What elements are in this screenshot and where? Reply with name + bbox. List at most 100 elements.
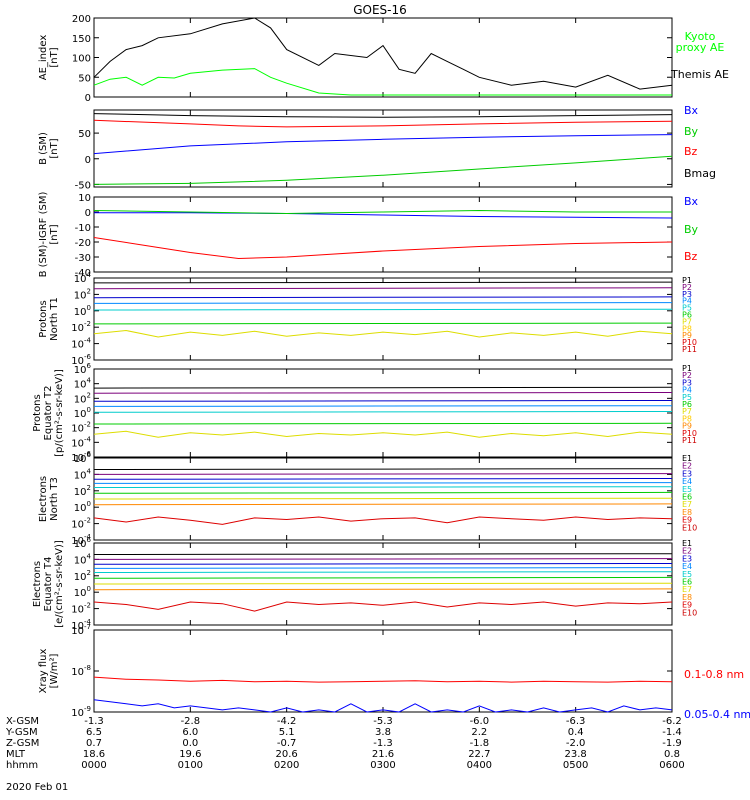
y-tick-label: 102 — [74, 484, 91, 498]
ephemeris-value: -4.2 — [276, 716, 297, 727]
ephemeris-value: -1.8 — [469, 738, 490, 749]
legend-label: E3 — [682, 469, 692, 478]
y-tick-label: 200 — [72, 14, 91, 25]
legend-label: P4 — [682, 386, 692, 395]
y-tick-label: 10 — [78, 193, 91, 204]
y-tick-label: 104 — [74, 467, 92, 481]
ephemeris-value: -6.2 — [662, 716, 682, 727]
ephemeris-value: 20.6 — [275, 749, 298, 760]
y-tick-label: 10-2 — [71, 602, 91, 616]
figure-title: GOES-16 — [353, 3, 407, 17]
y-axis-label: ElectronsEquator T4[e/(cm²-s-sr-keV)] — [32, 540, 65, 628]
y-tick-label: 104 — [74, 552, 92, 566]
series-line-p6 — [93, 322, 673, 325]
panel-bsm: -50 0 50 B (SM)[nT] Bx By Bz Bmag — [38, 104, 716, 191]
series-line-e7 — [93, 497, 673, 500]
legend-label: E4 — [682, 562, 692, 571]
series-line-e6 — [93, 491, 673, 494]
ephemeris-value: 0.4 — [567, 727, 584, 738]
legend-label: By — [684, 125, 699, 138]
series-line-p1 — [93, 386, 673, 389]
ephemeris-value: 0.8 — [664, 749, 680, 760]
legend-label: P1 — [682, 276, 692, 285]
legend-label: 0.1-0.8 nm — [684, 668, 744, 681]
legend-label: E8 — [682, 593, 692, 602]
y-axis-label: Xray flux[W/m²] — [38, 649, 60, 694]
ephemeris-value: 0000 — [81, 760, 107, 771]
ephemeris-value: 0100 — [177, 760, 204, 771]
ephemeris-value: 3.8 — [375, 727, 391, 738]
series-line-0.05-0.4-nm — [93, 699, 673, 713]
series-line-p7 — [93, 430, 673, 438]
legend-label: Bz — [684, 250, 698, 263]
ephemeris-value: 2.2 — [471, 727, 488, 738]
ephemeris-value: 18.6 — [82, 749, 106, 760]
ephemeris-row-label: Z-GSM — [6, 738, 40, 749]
series-line-e1 — [93, 468, 673, 470]
y-tick-label: 0 — [85, 155, 91, 166]
y-tick-label: 10-2 — [71, 421, 91, 435]
series-line-e7 — [93, 582, 673, 585]
legend-label: E1 — [682, 454, 692, 463]
y-tick-label: 10-4 — [71, 337, 91, 351]
legend-label: P11 — [682, 436, 697, 445]
legend-label: P11 — [682, 345, 697, 354]
series-line-p2 — [93, 287, 673, 290]
legend-label: 0.05-0.4 nm — [684, 708, 750, 721]
series-line-e1 — [93, 553, 673, 555]
series-line-p4 — [93, 302, 673, 304]
legend-label: E2 — [682, 547, 692, 556]
ephemeris-value: 23.8 — [564, 749, 587, 760]
legend-label: Kyoto proxy AE — [676, 30, 725, 54]
ephemeris-value: -1.9 — [662, 738, 682, 749]
y-tick-label: 104 — [74, 271, 92, 285]
legend-label: P2 — [682, 371, 692, 380]
ephemeris-row-label: Y-GSM — [6, 727, 38, 738]
y-tick-label: -40 — [75, 268, 91, 279]
legend-label: By — [684, 223, 699, 236]
panel-frame — [93, 196, 673, 273]
legend-label: Themis AE — [670, 68, 729, 81]
ephemeris-value: 0300 — [370, 760, 396, 771]
y-tick-label: 100 — [74, 585, 91, 599]
y-tick-label: 106 — [74, 536, 92, 550]
y-axis-label: AE_index[nT] — [38, 35, 60, 81]
series-line-e5 — [93, 571, 673, 573]
legend-label: P8 — [682, 324, 692, 333]
legend-label: P9 — [682, 331, 692, 340]
y-tick-label: 106 — [74, 451, 92, 465]
legend-label: P3 — [682, 290, 692, 299]
ephemeris-value: 19.6 — [179, 749, 202, 760]
y-tick-label: 102 — [74, 287, 91, 301]
legend-label: E1 — [682, 539, 692, 548]
y-tick-label: 102 — [74, 391, 91, 405]
ephemeris-value: -2.8 — [180, 716, 201, 727]
ephemeris-value: -0.7 — [276, 738, 297, 749]
legend-label: P7 — [682, 317, 692, 326]
ephemeris-value: 6.5 — [86, 727, 102, 738]
legend-label: P2 — [682, 283, 692, 292]
panel-ae: 0 50 100 150 200 AE_index[nT] Kyoto proxy AE The… — [38, 14, 729, 104]
series-line-e4 — [93, 482, 673, 484]
ephemeris-value: 0600 — [659, 760, 685, 771]
y-tick-label: 0 — [85, 208, 91, 219]
ephemeris-value: -1.4 — [662, 727, 682, 738]
legend-label: Bx — [684, 104, 699, 117]
y-tick-label: 106 — [74, 362, 92, 376]
series-line-bz — [93, 237, 673, 260]
y-tick-label: 104 — [74, 377, 92, 391]
y-tick-label: 100 — [74, 500, 91, 514]
series-line-p1 — [93, 281, 673, 284]
legend-label: P3 — [682, 378, 692, 387]
series-line-e2 — [93, 473, 673, 475]
legend-label: P4 — [682, 297, 692, 306]
ephemeris-value: 0.7 — [86, 738, 102, 749]
legend-label: Bx — [684, 195, 699, 208]
ephemeris-value: 0200 — [273, 760, 300, 771]
ephemeris-value: -2.0 — [565, 738, 586, 749]
panel-frame — [93, 368, 673, 458]
